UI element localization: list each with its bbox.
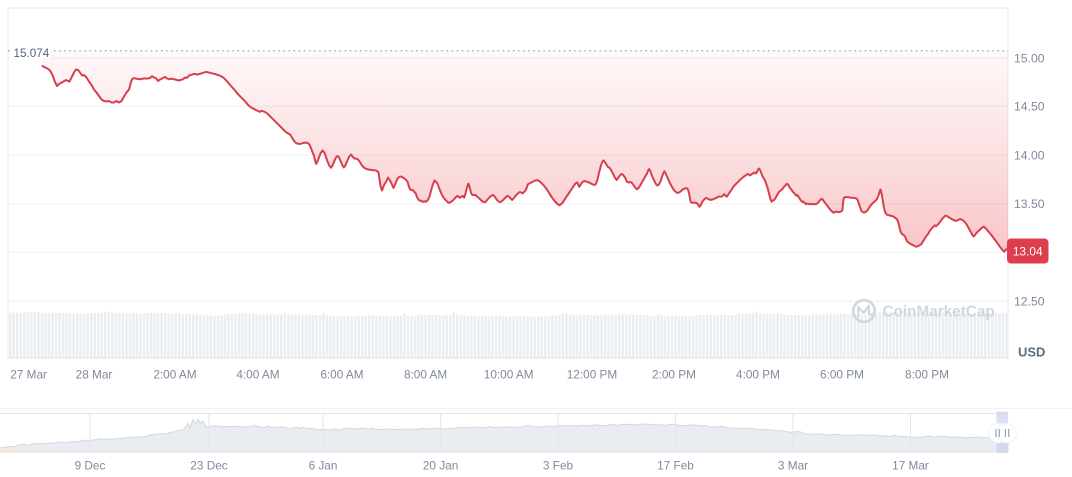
svg-text:27 Mar: 27 Mar	[10, 367, 47, 381]
svg-text:10:00 AM: 10:00 AM	[484, 367, 534, 381]
svg-text:17 Feb: 17 Feb	[657, 458, 694, 472]
svg-text:6:00 PM: 6:00 PM	[820, 367, 864, 381]
svg-text:6:00 AM: 6:00 AM	[320, 367, 363, 381]
svg-text:23 Dec: 23 Dec	[190, 458, 227, 472]
svg-text:28 Mar: 28 Mar	[76, 367, 113, 381]
svg-text:8:00 AM: 8:00 AM	[404, 367, 447, 381]
svg-text:4:00 AM: 4:00 AM	[236, 367, 279, 381]
svg-text:20 Jan: 20 Jan	[423, 458, 458, 472]
svg-text:13.04: 13.04	[1013, 244, 1043, 258]
svg-text:15.00: 15.00	[1014, 52, 1045, 66]
svg-text:CoinMarketCap: CoinMarketCap	[883, 304, 995, 321]
svg-text:3 Feb: 3 Feb	[543, 458, 574, 472]
svg-text:6 Jan: 6 Jan	[309, 458, 338, 472]
svg-text:USD: USD	[1018, 345, 1045, 360]
svg-text:14.50: 14.50	[1014, 100, 1045, 114]
svg-text:13.50: 13.50	[1014, 197, 1045, 211]
svg-text:2:00 AM: 2:00 AM	[153, 367, 196, 381]
svg-text:15.074: 15.074	[14, 47, 50, 60]
svg-text:2:00 PM: 2:00 PM	[652, 367, 696, 381]
svg-text:12:00 PM: 12:00 PM	[567, 367, 618, 381]
svg-text:4:00 PM: 4:00 PM	[736, 367, 780, 381]
svg-text:8:00 PM: 8:00 PM	[905, 367, 949, 381]
svg-text:9 Dec: 9 Dec	[75, 458, 106, 472]
svg-text:14.00: 14.00	[1014, 148, 1045, 162]
svg-text:3 Mar: 3 Mar	[778, 458, 808, 472]
svg-text:12.50: 12.50	[1014, 294, 1045, 308]
svg-text:17 Mar: 17 Mar	[892, 458, 929, 472]
